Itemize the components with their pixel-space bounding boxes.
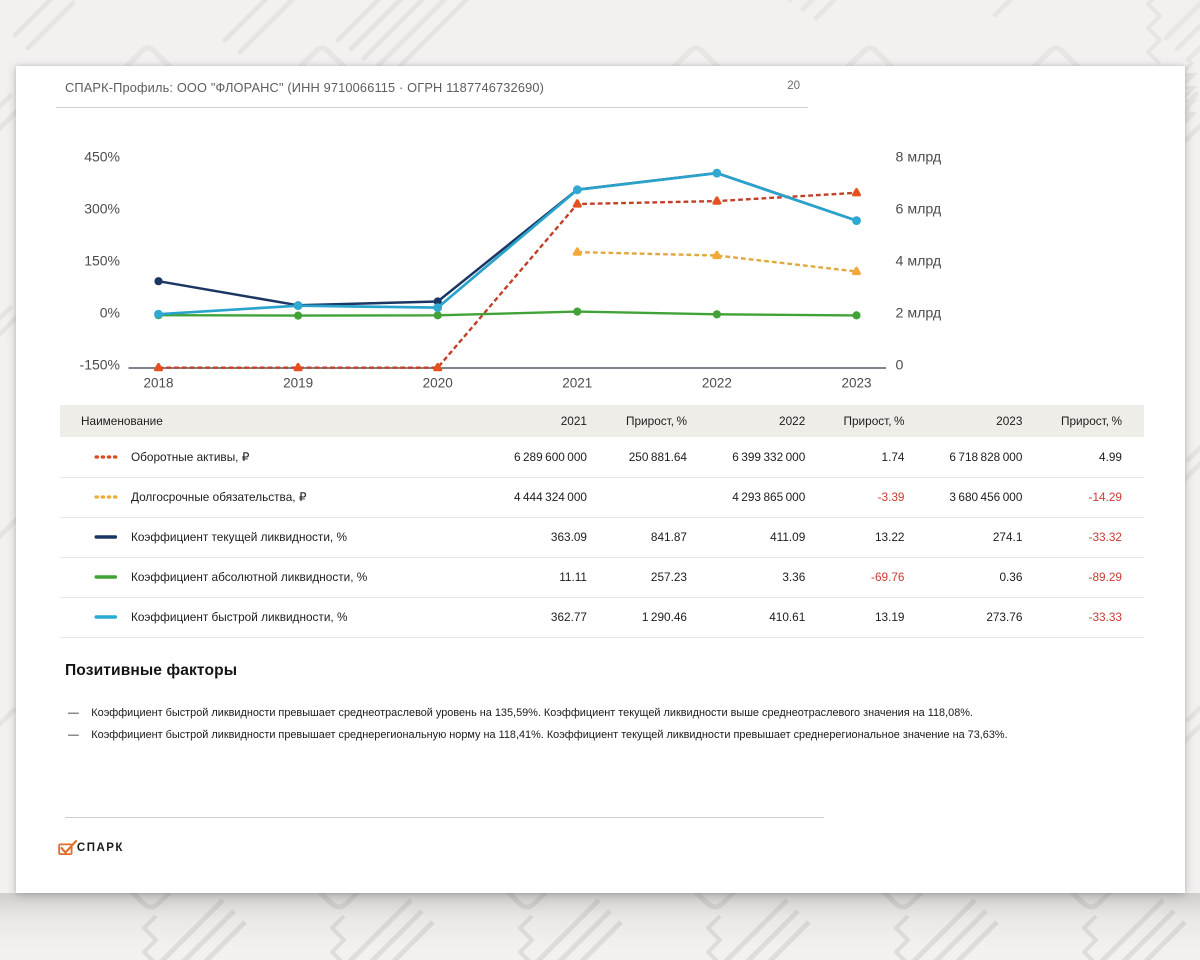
svg-text:0: 0 [895,357,903,373]
svg-text:450%: 450% [84,148,120,164]
svg-text:2022: 2022 [701,376,731,391]
svg-text:300%: 300% [84,200,120,216]
svg-text:8 млрд: 8 млрд [895,149,941,165]
svg-text:2 млрд: 2 млрд [895,305,941,321]
svg-text:2020: 2020 [422,376,452,391]
svg-text:0%: 0% [99,304,119,320]
svg-text:150%: 150% [84,252,120,268]
svg-text:-150%: -150% [79,356,119,372]
svg-text:2019: 2019 [283,376,313,391]
svg-text:2023: 2023 [841,376,871,391]
svg-text:6 млрд: 6 млрд [895,201,941,217]
svg-text:2021: 2021 [562,376,592,391]
svg-text:4 млрд: 4 млрд [895,253,941,269]
svg-text:2018: 2018 [143,376,173,391]
